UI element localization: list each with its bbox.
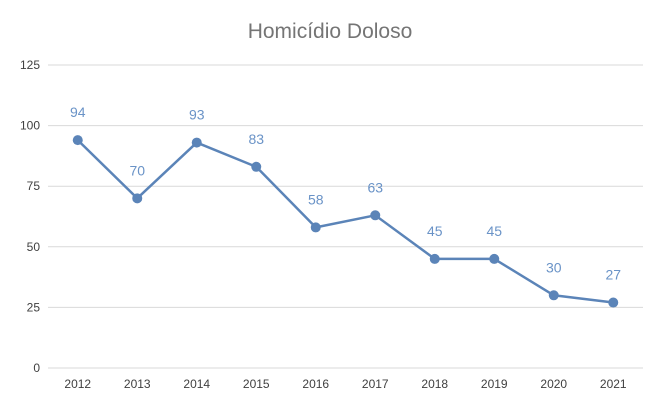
data-label: 70 — [129, 162, 145, 178]
data-label: 58 — [308, 191, 324, 207]
y-axis-ticks: 0 25 50 75 100 125 — [20, 58, 40, 375]
data-point — [548, 290, 559, 301]
data-point — [132, 193, 143, 204]
x-tick-label: 2021 — [600, 377, 627, 391]
data-label: 83 — [248, 131, 264, 147]
y-tick-label: 0 — [33, 361, 40, 375]
data-label: 30 — [546, 259, 562, 275]
x-tick-label: 2019 — [481, 377, 508, 391]
y-tick-label: 75 — [27, 179, 41, 193]
data-point — [191, 137, 202, 148]
data-point — [370, 210, 381, 221]
data-point — [72, 135, 83, 146]
data-labels: 94 70 93 83 58 63 45 45 30 27 — [70, 104, 621, 282]
data-point — [429, 253, 440, 264]
x-tick-label: 2013 — [124, 377, 151, 391]
data-point — [489, 253, 500, 264]
data-point — [608, 297, 619, 308]
data-point — [310, 222, 321, 233]
y-tick-label: 100 — [20, 119, 40, 133]
x-tick-label: 2017 — [362, 377, 389, 391]
data-label: 45 — [486, 223, 502, 239]
x-tick-label: 2012 — [64, 377, 91, 391]
data-point — [251, 161, 262, 172]
x-tick-label: 2016 — [302, 377, 329, 391]
chart-title: Homicídio Doloso — [248, 20, 413, 43]
data-label: 45 — [427, 223, 443, 239]
data-label: 27 — [605, 267, 621, 283]
y-tick-label: 125 — [20, 58, 40, 72]
x-tick-label: 2015 — [243, 377, 270, 391]
data-label: 93 — [189, 107, 205, 123]
data-label: 94 — [70, 104, 86, 120]
x-axis-ticks: 2012 2013 2014 2015 2016 2017 2018 2019 2020 2021 — [64, 377, 627, 391]
series-line — [76, 139, 614, 304]
x-tick-label: 2014 — [183, 377, 210, 391]
y-tick-label: 25 — [27, 300, 41, 314]
gridlines — [48, 64, 643, 369]
y-tick-label: 50 — [27, 240, 41, 254]
series-line-group — [72, 135, 619, 308]
x-tick-label: 2018 — [421, 377, 448, 391]
data-label: 63 — [367, 179, 383, 195]
x-tick-label: 2020 — [540, 377, 567, 391]
